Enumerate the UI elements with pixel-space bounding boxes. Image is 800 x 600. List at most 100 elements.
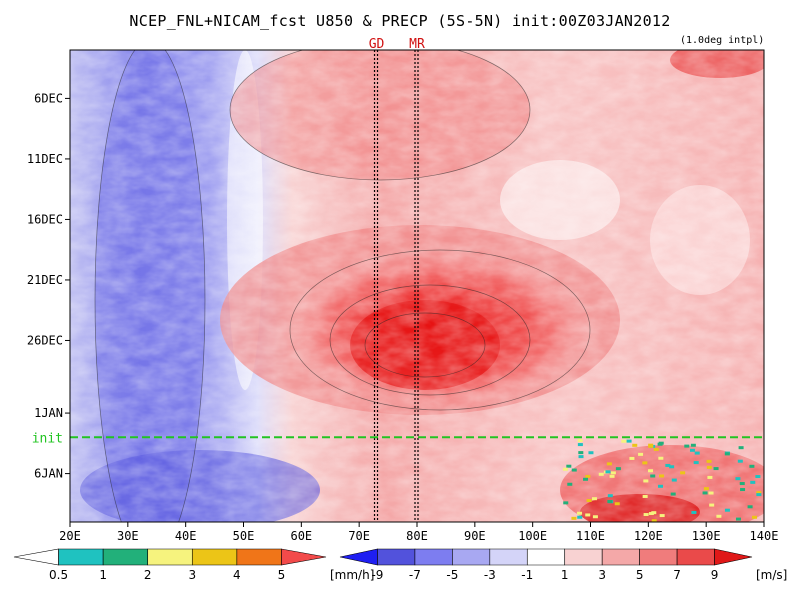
y-tick-label: 16DEC <box>27 212 63 226</box>
colorbar-swatch <box>639 548 678 566</box>
precip-cell <box>691 510 697 514</box>
colorbar-swatch <box>102 548 149 566</box>
precip-cell <box>606 462 612 466</box>
colorbar-swatch <box>564 548 603 566</box>
precip-cell <box>702 491 708 495</box>
precip-cell <box>740 488 746 492</box>
x-axis: 20E 30E 40E 50E 60E 70E 80E 90E 100E 110E 120E 130E… <box>59 522 778 543</box>
colorbar-swatch <box>452 548 491 566</box>
colorbar-tick-label: 7 <box>673 568 681 582</box>
colorbar-tick-label: 2 <box>144 568 152 582</box>
precip-cell <box>642 461 648 465</box>
x-tick-label: 110E <box>576 529 605 543</box>
precip-cell <box>737 459 743 463</box>
contour-line <box>229 50 531 181</box>
precip-cell <box>607 499 613 503</box>
x-tick-label: 50E <box>233 529 255 543</box>
precip-cell <box>591 497 597 501</box>
precip-cell <box>648 443 654 447</box>
precip-cell <box>703 487 709 491</box>
precip-cell <box>708 491 714 495</box>
precip-markers <box>562 439 762 522</box>
precip-cell <box>577 443 583 447</box>
x-tick-label: 40E <box>175 529 197 543</box>
precip-cell <box>670 492 676 496</box>
precip-cell <box>614 502 620 506</box>
y-tick-label: 26DEC <box>27 333 63 347</box>
precip-cell <box>671 478 677 482</box>
marker-label: MR <box>409 37 425 52</box>
colorbar-tick-label: -7 <box>409 568 421 582</box>
y-tick-label: 21DEC <box>27 273 63 287</box>
precip-cell <box>658 484 664 488</box>
precip-cell <box>643 513 649 517</box>
colorbar-swatch <box>147 548 193 566</box>
precip-cell <box>621 439 627 443</box>
precip-cell <box>562 467 568 471</box>
y-tick-label: 6DEC <box>34 91 63 105</box>
colorbar-tick-label: 4 <box>233 568 241 582</box>
u850-colorbar: -9 -7 -5 -3 -1 1 3 5 7 9 [m/s] <box>339 548 787 582</box>
precip-cell <box>577 511 583 515</box>
init-line: init <box>32 431 764 446</box>
colorbar-unit: [m/s] <box>756 568 787 582</box>
precip-cell <box>650 474 656 478</box>
precip-cell <box>707 475 713 479</box>
precip-cell <box>571 516 577 520</box>
contour-line <box>329 284 531 396</box>
precip-cell <box>756 491 762 495</box>
x-tick-label: 120E <box>634 529 663 543</box>
colorbar-tick-label: -3 <box>484 568 496 582</box>
precip-cell <box>750 480 756 484</box>
precip-cell <box>632 443 638 447</box>
precip-cell <box>659 474 665 478</box>
precip-cell <box>638 452 644 456</box>
precip-cell <box>659 514 665 518</box>
precip-cell <box>578 451 584 455</box>
precip-cell <box>693 461 699 465</box>
precip-cell <box>689 448 695 452</box>
field-texture <box>70 50 764 522</box>
colorbar-swatch <box>236 548 282 566</box>
colorbar-tick-label: 9 <box>711 568 719 582</box>
precip-cell <box>735 517 741 521</box>
y-tick-label: 1JAN <box>34 406 63 420</box>
precip-colorbar: 0.5 1 2 3 4 5 [mm/h] <box>13 548 374 582</box>
precip-cell <box>588 451 594 455</box>
marker-label: GD <box>369 37 385 52</box>
colorbar-swatch <box>414 548 453 566</box>
contour-lines <box>94 50 591 522</box>
precip-cell <box>747 505 753 509</box>
colorbar-tick-label: 5 <box>278 568 286 582</box>
precip-cell <box>749 464 755 468</box>
precip-cell <box>563 501 569 505</box>
x-tick-label: 60E <box>290 529 312 543</box>
precip-cell <box>648 469 654 473</box>
precip-cell <box>605 470 611 474</box>
contour-line <box>289 249 591 411</box>
precip-cell <box>724 508 730 512</box>
precip-cell <box>756 493 762 497</box>
precip-cell <box>586 498 592 502</box>
colorbar-swatch <box>339 548 378 566</box>
precip-cell <box>706 459 712 463</box>
precip-cell <box>716 514 722 518</box>
precip-cell <box>651 519 657 522</box>
contour-line <box>94 50 206 522</box>
precip-cell <box>583 477 589 481</box>
precip-cell <box>577 515 583 519</box>
precip-cell <box>739 482 745 486</box>
precip-cell <box>665 463 671 467</box>
precip-cell <box>653 447 659 451</box>
x-tick-label: 70E <box>348 529 370 543</box>
y-axis: 6DEC 11DEC 16DEC 21DEC 26DEC 1JAN 6JAN <box>27 91 70 481</box>
x-tick-label: 130E <box>692 529 721 543</box>
precip-cell <box>735 477 741 481</box>
precip-cell <box>713 467 719 471</box>
precip-cell <box>592 515 598 519</box>
precip-cell <box>680 471 686 475</box>
precip-cell <box>567 482 573 486</box>
precip-cell <box>610 471 616 475</box>
chart-title: NCEP_FNL+NICAM_fcst U850 & PRECP (5S-5N)… <box>129 12 671 30</box>
